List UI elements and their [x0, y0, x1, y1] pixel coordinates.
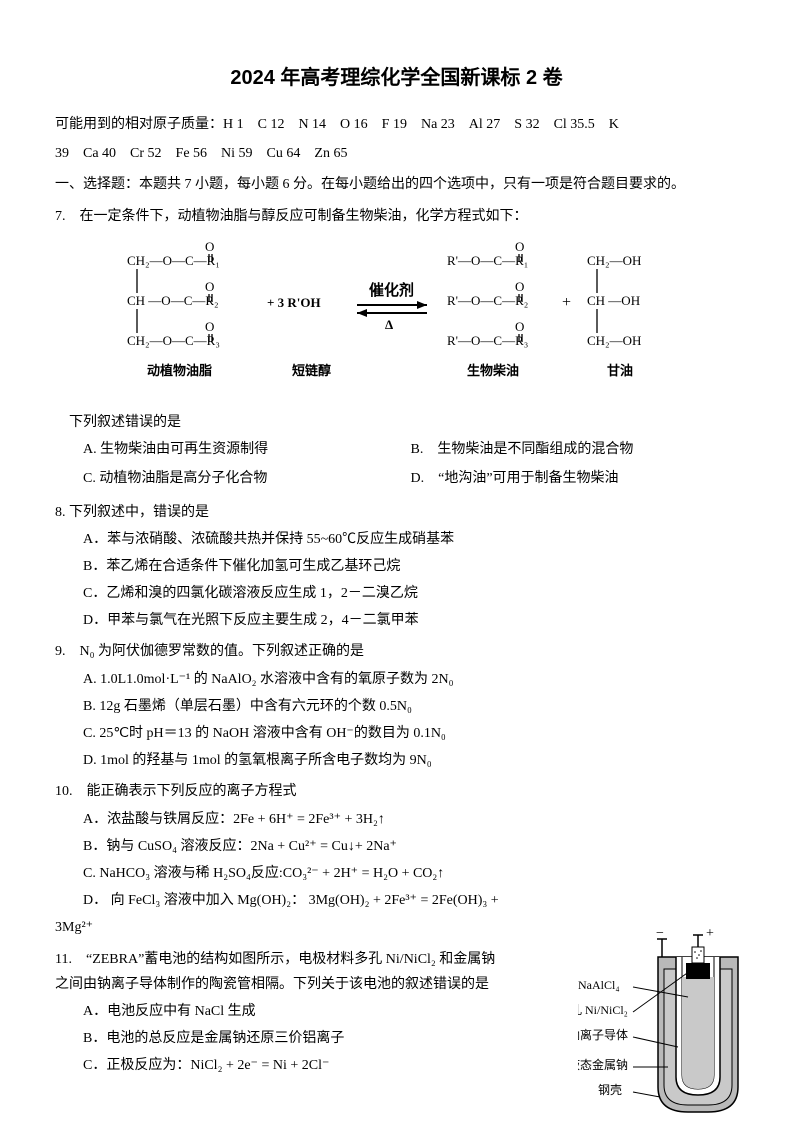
q10-number: 10. — [55, 784, 73, 799]
q7-afterimg: 下列叙述错误的是 — [69, 410, 738, 435]
label-nini: 多孔 Ni/NiCl₂ — [578, 1003, 628, 1017]
svg-text:R'—O—C—R₂: R'—O—C—R₂ — [447, 293, 528, 308]
q7-opt-c: C. 动植物油脂是高分子化合物 — [83, 466, 411, 491]
oil-label: 动植物油脂 — [147, 363, 212, 378]
alcohol-label: 短链醇 — [292, 363, 331, 378]
svg-text:CH —OH: CH —OH — [587, 293, 640, 308]
q8-opt-b: B．苯乙烯在合适条件下催化加氢可生成乙基环己烷 — [83, 554, 738, 579]
catalyst-label: 催化剂 — [369, 281, 414, 299]
question-9: 9. N₀ 为阿伏伽德罗常数的值。下列叙述正确的是 A. 1.0L1.0mol·… — [55, 639, 738, 773]
question-7: 7. 在一定条件下，动植物油脂与醇反应可制备生物柴油，化学方程式如下： CH₂—… — [55, 204, 738, 494]
q9-opt-b: B. 12g 石墨烯（单层石墨）中含有六元环的个数 0.5N₀ — [83, 694, 738, 719]
q9-stem: N₀ 为阿伏伽德罗常数的值。下列叙述正确的是 — [80, 644, 365, 659]
q8-opt-c: C．乙烯和溴的四氯化碳溶液反应生成 1，2－二溴乙烷 — [83, 581, 738, 606]
q11-number: 11. — [55, 952, 72, 967]
q7-reaction-diagram: CH₂—O—C—R₁ O CH —O—C—R₂ O CH₂—O—C—R₃ O +… — [55, 235, 738, 404]
plus-3roh: + 3 R'OH — [267, 295, 321, 310]
q11-opt-b: B．电池的总反应是金属钠还原三价铝离子 — [83, 1026, 558, 1051]
label-naalcl4: NaAlCl₄ — [578, 978, 620, 992]
q11-opt-c: C．正极反应为：NiCl₂ + 2e⁻ = Ni + 2Cl⁻ — [83, 1053, 558, 1078]
svg-text:O: O — [205, 319, 214, 334]
reaction-scheme-icon: CH₂—O—C—R₁ O CH —O—C—R₂ O CH₂—O—C—R₃ O +… — [117, 235, 677, 395]
svg-text:O: O — [515, 319, 524, 334]
svg-text:+: + — [706, 927, 714, 941]
q10-opt-d: D． 向 FeCl₃ 溶液中加入 Mg(OH)₂： 3Mg(OH)₂ + 2Fe… — [83, 888, 568, 913]
biodiesel-label: 生物柴油 — [467, 363, 519, 378]
q7-opt-d: D. “地沟油”可用于制备生物柴油 — [411, 466, 739, 491]
q9-opt-c: C. 25℃时 pH＝13 的 NaOH 溶液中含有 OH⁻的数目为 0.1N₀ — [83, 721, 738, 746]
q11-opt-a: A．电池反应中有 NaCl 生成 — [83, 999, 558, 1024]
svg-text:O: O — [205, 239, 214, 254]
q7-opt-a: A. 生物柴油由可再生资源制得 — [83, 437, 411, 462]
delta-label: Δ — [385, 317, 393, 332]
svg-text:R'—O—C—R₃: R'—O—C—R₃ — [447, 333, 528, 348]
q8-opt-a: A．苯与浓硝酸、浓硫酸共热并保持 55~60℃反应生成硝基苯 — [83, 527, 738, 552]
q7-opt-b: B. 生物柴油是不同酯组成的混合物 — [411, 437, 739, 462]
q9-opt-a: A. 1.0L1.0mol·L⁻¹ 的 NaAlO₂ 水溶液中含有的氧原子数为 … — [83, 667, 738, 692]
q11-stem1: “ZEBRA”蓄电池的结构如图所示，电极材料多孔 Ni/NiCl₂ 和金属钠 — [86, 952, 495, 967]
page-title: 2024 年高考理综化学全国新课标 2 卷 — [55, 60, 738, 96]
label-shell: 钢壳 — [598, 1083, 622, 1097]
q10-opt-b: B．钠与 CuSO₄ 溶液反应：2Na + Cu²⁺ = Cu↓+ 2Na⁺ — [83, 834, 568, 859]
svg-text:O: O — [205, 279, 214, 294]
glycerol-label: 甘油 — [607, 363, 633, 378]
svg-text:CH₂—OH: CH₂—OH — [587, 253, 641, 268]
svg-text:CH₂—O—C—R₁: CH₂—O—C—R₁ — [127, 253, 220, 268]
atomic-masses-line2: 39 Ca 40 Cr 52 Fe 56 Ni 59 Cu 64 Zn 65 — [55, 141, 738, 166]
q11-stem2: 之间由钠离子导体制作的陶瓷管相隔。下列关于该电池的叙述错误的是 — [55, 972, 558, 997]
q10-opt-a: A．浓盐酸与铁屑反应：2Fe + 6H⁺ = 2Fe³⁺ + 3H₂↑ — [83, 807, 568, 832]
q8-number: 8. — [55, 505, 66, 520]
q10-opt-c: C. NaHCO₃ 溶液与稀 H₂SO₄反应:CO₃²⁻ + 2H⁺ = H₂O… — [83, 861, 568, 886]
question-8: 8. 下列叙述中，错误的是 A．苯与浓硝酸、浓硫酸共热并保持 55~60℃反应生… — [55, 500, 738, 634]
q8-opt-d: D．甲苯与氯气在光照下反应主要生成 2，4－二氯甲苯 — [83, 608, 738, 633]
q7-stem: 在一定条件下，动植物油脂与醇反应可制备生物柴油，化学方程式如下： — [80, 209, 528, 224]
question-11: 11. “ZEBRA”蓄电池的结构如图所示，电极材料多孔 Ni/NiCl₂ 和金… — [55, 947, 738, 1079]
zebra-battery-diagram: − + NaAlCl₄ 多孔 Ni/NiCl₂ 钠离子导体 液态金属钠 钢壳 — [578, 927, 748, 1127]
svg-text:O: O — [515, 279, 524, 294]
q10-stem: 能正确表示下列反应的离子方程式 — [87, 784, 297, 799]
q8-stem: 下列叙述中，错误的是 — [69, 505, 209, 520]
svg-text:O: O — [515, 239, 524, 254]
label-conductor: 钠离子导体 — [578, 1027, 628, 1042]
svg-text:CH₂—O—C—R₃: CH₂—O—C—R₃ — [127, 333, 220, 348]
q9-opt-d: D. 1mol 的羟基与 1mol 的氢氧根离子所含电子数均为 9N₀ — [83, 748, 738, 773]
svg-text:CH —O—C—R₂: CH —O—C—R₂ — [127, 293, 219, 308]
svg-text:CH₂—OH: CH₂—OH — [587, 333, 641, 348]
question-10: 10. 能正确表示下列反应的离子方程式 A．浓盐酸与铁屑反应：2Fe + 6H⁺… — [55, 779, 738, 940]
label-na: 液态金属钠 — [578, 1057, 628, 1072]
svg-text:−: − — [656, 927, 664, 941]
section-instructions: 一、选择题：本题共 7 小题，每小题 6 分。在每小题给出的四个选项中，只有一项… — [55, 172, 738, 197]
atomic-masses-line1: 可能用到的相对原子质量：H 1 C 12 N 14 O 16 F 19 Na 2… — [55, 112, 738, 137]
q7-number: 7. — [55, 209, 66, 224]
q9-number: 9. — [55, 644, 66, 659]
svg-text:+: + — [562, 294, 571, 311]
svg-text:R'—O—C—R₁: R'—O—C—R₁ — [447, 253, 528, 268]
